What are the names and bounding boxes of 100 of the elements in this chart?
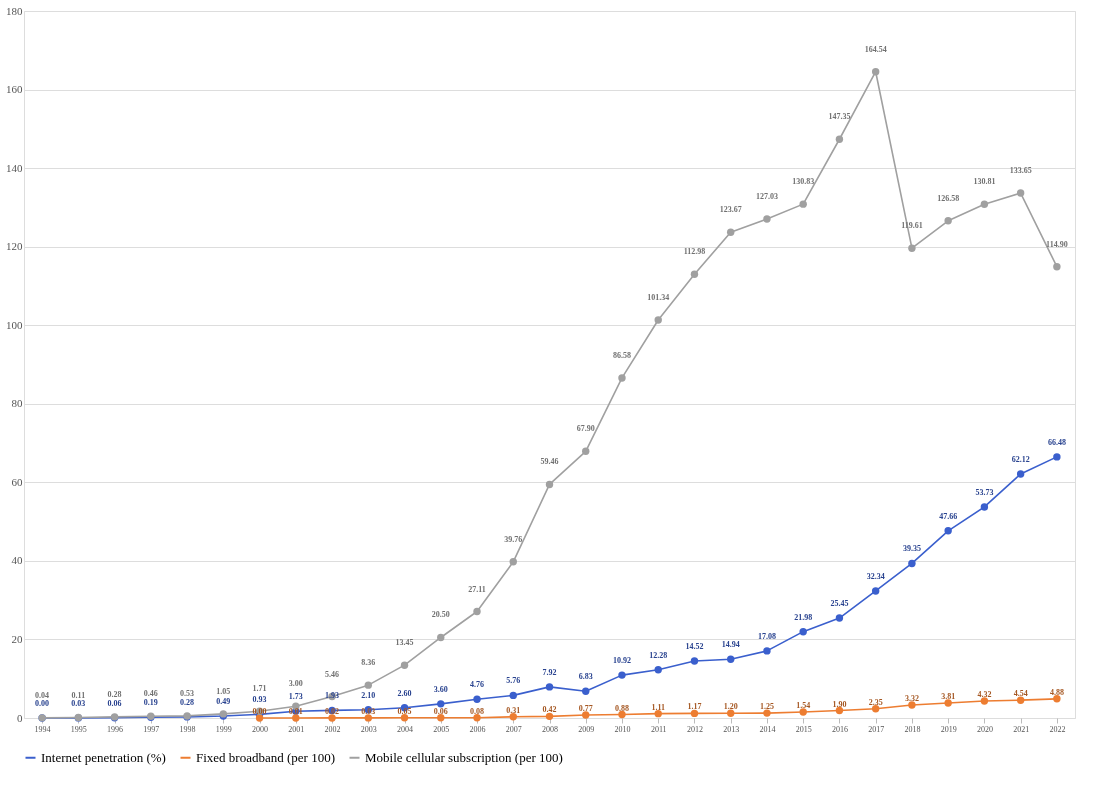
point	[763, 215, 771, 223]
point	[908, 244, 916, 252]
point	[364, 681, 372, 689]
data-label: 25.45	[830, 599, 849, 609]
data-label: 0.00	[35, 699, 50, 708]
data-label: 2.10	[361, 690, 376, 700]
point	[292, 714, 300, 722]
data-label: 86.58	[612, 350, 631, 360]
point	[437, 700, 445, 708]
x-tick-label: 2004	[397, 724, 414, 734]
point	[727, 709, 735, 717]
data-label: 4.76	[470, 680, 485, 690]
data-label: 4.32	[977, 690, 992, 700]
point	[1053, 263, 1061, 271]
point	[763, 709, 771, 717]
x-tick-label: 1996	[107, 724, 124, 734]
data-label: 4.88	[1049, 687, 1064, 697]
data-label: 0.06	[107, 698, 122, 708]
data-label: 0.28	[107, 689, 122, 699]
point	[582, 687, 590, 695]
y-tick-label: 140	[6, 161, 23, 174]
data-label: 3.32	[904, 693, 919, 703]
data-label: 0.06	[433, 706, 448, 716]
point	[980, 697, 989, 705]
data-label: 13.45	[395, 638, 414, 648]
x-tick-label: 1998	[179, 724, 196, 734]
x-tick-label: 2016	[831, 724, 848, 734]
data-label: 1.54	[796, 700, 811, 710]
data-label: 0.03	[71, 698, 86, 708]
x-tick-label: 2017	[868, 724, 885, 734]
y-tick-label: 80	[11, 397, 23, 410]
data-label: 5.76	[506, 676, 521, 686]
x-tick-label: 2002	[324, 724, 341, 734]
point	[944, 217, 952, 225]
data-label: 133.65	[1009, 166, 1032, 176]
x-tick-label: 2013	[723, 724, 740, 734]
x-tick-label: 2005	[433, 724, 450, 734]
point	[545, 480, 554, 489]
x-tick-label: 1997	[143, 724, 160, 734]
y-tick-label: 160	[6, 83, 23, 96]
data-label: 21.98	[794, 612, 813, 622]
data-label: 32.34	[866, 571, 885, 581]
x-tick-label: 2006	[469, 724, 486, 734]
point	[944, 527, 952, 535]
y-tick-label: 100	[6, 318, 23, 331]
data-label: 1.90	[832, 699, 847, 709]
point	[618, 671, 626, 679]
point	[1053, 695, 1061, 703]
point	[582, 447, 590, 455]
x-tick-label: 2020	[976, 724, 993, 734]
data-label: 0.53	[180, 688, 195, 698]
data-label: 27.11	[468, 584, 486, 594]
data-label: 14.94	[721, 640, 740, 650]
y-tick-label: 180	[6, 4, 23, 17]
data-label: 10.92	[612, 656, 631, 666]
point	[400, 661, 409, 669]
data-label: 0.11	[71, 690, 86, 700]
point	[545, 712, 554, 721]
data-label: 3.00	[288, 679, 303, 689]
x-tick-label: 2018	[904, 724, 921, 734]
data-label: 1.11	[651, 702, 666, 712]
data-label: 123.67	[719, 205, 742, 215]
point	[980, 200, 989, 208]
data-label: 0.77	[578, 703, 593, 713]
data-label: 0.93	[252, 695, 267, 705]
y-tick-label: 40	[11, 554, 23, 567]
point	[364, 714, 372, 722]
data-label: 0.31	[506, 705, 521, 715]
data-label: 0.08	[470, 706, 485, 716]
data-label: 20.50	[431, 610, 450, 620]
point	[582, 711, 590, 719]
point	[980, 503, 989, 511]
point	[437, 714, 445, 722]
point	[727, 655, 735, 664]
data-label: 7.92	[542, 667, 557, 677]
data-label: 0.01	[288, 706, 303, 716]
data-label: 66.48	[1047, 437, 1066, 447]
point	[690, 709, 699, 718]
data-label: 3.60	[433, 684, 448, 694]
data-label: 2.35	[868, 697, 883, 707]
data-label: 14.52	[685, 641, 704, 651]
data-label: 39.76	[504, 534, 523, 544]
data-label: 6.83	[578, 672, 593, 682]
data-label: 67.90	[576, 424, 595, 434]
point	[944, 699, 952, 707]
data-label: 0.19	[143, 698, 158, 708]
point	[799, 708, 807, 716]
data-label: 53.73	[975, 487, 994, 497]
data-label: 5.46	[325, 669, 340, 679]
point	[1053, 453, 1061, 461]
point	[654, 666, 662, 674]
data-label: 164.54	[864, 44, 887, 54]
data-label: 0.46	[143, 689, 158, 699]
data-label: 130.81	[973, 177, 996, 187]
y-tick-label: 0	[17, 711, 23, 724]
x-tick-label: 2007	[505, 724, 522, 734]
data-label: 8.36	[361, 658, 376, 668]
y-tick-label: 60	[11, 475, 23, 488]
data-label: 0.49	[216, 697, 231, 707]
x-tick-label: 1995	[70, 724, 87, 734]
